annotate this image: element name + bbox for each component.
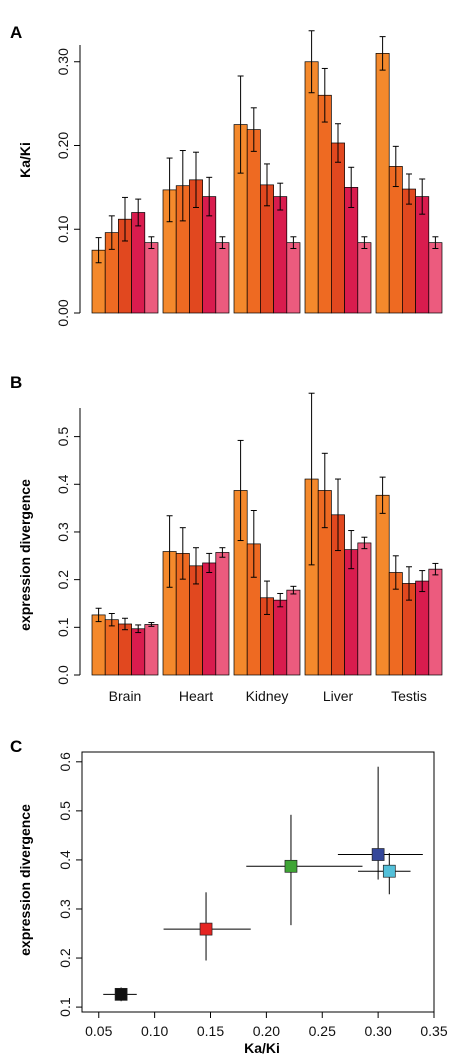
y-tick-label: 0.20 [55,132,71,159]
y-tick-label: 0.5 [57,801,73,821]
bar [331,142,345,314]
bar [317,94,332,314]
bar [402,188,416,314]
bar [286,589,301,676]
y-axis-title: expression divergence [17,479,33,631]
y-tick-label: 0.1 [55,617,71,637]
category-label: Liver [323,688,354,704]
category-label: Heart [179,688,213,704]
y-tick-label: 0.0 [55,665,71,685]
bar [375,53,390,314]
y-tick-label: 0.4 [57,850,73,870]
panel-letter-b: B [10,373,22,392]
bar [131,628,146,676]
panel-letter-a: A [10,23,22,42]
y-tick-label: 0.2 [55,570,71,590]
y-axis-title: Ka/Ki [17,142,33,178]
scatter-point-kidney [284,859,298,873]
y-tick-label: 0.2 [57,948,73,968]
y-tick-label: 0.6 [57,752,73,772]
y-tick-label: 0.1 [57,997,73,1017]
bar [215,552,230,676]
x-tick-label: 0.30 [365,1023,392,1039]
bar [286,242,301,314]
bar [357,542,372,676]
y-tick-label: 0.4 [55,474,71,494]
y-axis-title: expression divergence [17,804,33,956]
plot-frame [81,751,435,1013]
bar-chart-ka-ki: Ka/Ki 0.00 0.10 0.20 0.30 [17,30,443,327]
y-tick-label: 0.00 [55,299,71,326]
bar-chart-expression-divergence: expression divergence 0.0 0.1 0.2 0.3 0.4 0.5… [17,392,443,704]
scatter-point-brain [114,987,128,1001]
bar [415,580,430,676]
scatter-point-testis [382,864,396,878]
bar [215,242,230,314]
y-tick-label: 0.5 [55,427,71,447]
bar [428,242,443,314]
x-axis-title: Ka/Ki [244,1040,280,1056]
bar [273,196,288,314]
bar [202,562,217,676]
y-tick-label: 0.3 [57,899,73,919]
x-tick-label: 0.35 [420,1023,447,1039]
bar [131,212,146,314]
bar [375,494,390,676]
bar [428,568,443,676]
panel-letter-c: C [10,737,22,756]
category-label: Brain [109,688,142,704]
bar [104,619,119,676]
scatter-point-heart [199,922,213,936]
y-tick-label: 0.10 [55,215,71,242]
scatter-point-liver [371,848,385,861]
bar [118,623,132,676]
x-tick-label: 0.05 [85,1023,112,1039]
x-tick-label: 0.10 [141,1023,168,1039]
bar [357,242,372,314]
bar [246,129,261,314]
x-tick-label: 0.20 [253,1023,280,1039]
scatter-chart: expression divergence Ka/Ki 0.05 0.10 0.15… [17,751,448,1056]
x-tick-label: 0.15 [197,1023,224,1039]
bar [304,61,319,314]
y-tick-label: 0.3 [55,522,71,542]
bar [91,614,106,676]
x-tick-label: 0.25 [309,1023,336,1039]
category-label: Kidney [246,688,289,704]
bar [388,166,403,314]
category-label: Testis [391,688,427,704]
bar [273,599,288,676]
bar [144,624,159,676]
y-tick-label: 0.30 [55,48,71,75]
bar [144,242,159,314]
